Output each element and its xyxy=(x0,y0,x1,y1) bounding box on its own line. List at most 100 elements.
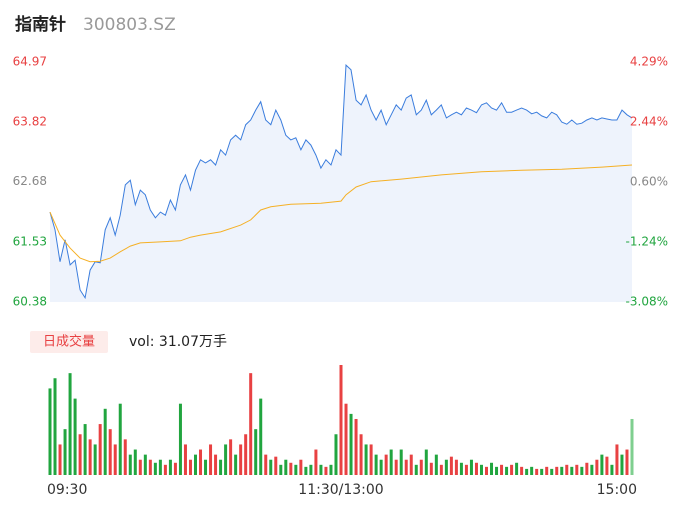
volume-bar xyxy=(615,444,619,475)
volume-bar xyxy=(550,468,554,475)
volume-bar xyxy=(439,464,443,475)
volume-bar xyxy=(625,449,629,475)
volume-bar xyxy=(520,466,524,475)
volume-bar xyxy=(329,464,333,475)
volume-bar xyxy=(384,454,388,475)
volume-bar xyxy=(389,449,393,475)
volume-bar xyxy=(63,429,67,475)
volume-bar xyxy=(209,444,213,475)
volume-bar xyxy=(103,408,107,475)
volume-bar xyxy=(168,459,172,475)
volume-bar xyxy=(269,459,273,475)
volume-bar xyxy=(183,444,187,475)
volume-bar xyxy=(364,444,368,475)
y2-tick-label: 0.60% xyxy=(630,175,668,189)
volume-bar xyxy=(123,439,127,475)
y2-tick-label: 2.44% xyxy=(630,115,668,129)
volume-bar xyxy=(289,462,293,475)
volume-bar xyxy=(379,459,383,475)
volume-bar xyxy=(204,459,208,475)
volume-bar xyxy=(334,434,338,475)
volume-bar xyxy=(605,456,609,475)
volume-bar xyxy=(339,365,343,475)
volume-bar xyxy=(309,464,313,475)
volume-bar xyxy=(354,418,358,475)
y-tick-label: 64.97 xyxy=(13,55,47,69)
volume-bar xyxy=(279,464,283,475)
volume-bar xyxy=(419,459,423,475)
volume-bar xyxy=(630,418,634,475)
volume-bar xyxy=(58,444,62,475)
volume-bar xyxy=(148,459,152,475)
volume-bar xyxy=(565,464,569,475)
y-tick-label: 63.82 xyxy=(13,115,47,129)
volume-bar xyxy=(535,468,539,475)
volume-bar xyxy=(83,424,87,475)
volume-bar xyxy=(485,466,488,475)
volume-bar xyxy=(93,444,97,475)
volume-bar xyxy=(560,466,564,475)
volume-bar xyxy=(88,439,92,475)
stock-code: 300803.SZ xyxy=(83,15,176,35)
volume-bar xyxy=(540,468,544,475)
volume-bar xyxy=(224,444,228,475)
volume-bar xyxy=(319,464,323,475)
volume-bar xyxy=(555,466,559,475)
volume-bar xyxy=(254,429,258,475)
volume-bar xyxy=(234,454,238,475)
volume-bar xyxy=(610,464,614,475)
volume-bar xyxy=(344,403,348,475)
volume-bar xyxy=(590,464,594,475)
volume-bar xyxy=(454,459,458,475)
volume-bar xyxy=(394,459,398,475)
volume-bar xyxy=(600,454,604,475)
volume-bar xyxy=(304,466,308,475)
volume-bar xyxy=(113,444,117,475)
volume-bar xyxy=(239,444,243,475)
volume-bar xyxy=(138,459,142,475)
volume-bar xyxy=(294,464,298,475)
volume-bar xyxy=(399,449,403,475)
y-tick-label: 60.38 xyxy=(13,295,47,309)
volume-bar xyxy=(434,454,438,475)
volume-bar xyxy=(490,462,494,475)
volume-bar xyxy=(53,378,57,475)
y-tick-label: 61.53 xyxy=(13,234,47,248)
volume-bar xyxy=(530,466,534,475)
x-tick-label: 09:30 xyxy=(47,482,87,498)
volume-bar xyxy=(525,468,529,475)
volume-bar xyxy=(545,466,549,475)
volume-bar xyxy=(73,398,77,475)
y2-tick-label: 4.29% xyxy=(630,55,668,69)
volume-bar xyxy=(259,398,263,475)
price-line xyxy=(49,64,633,300)
stock-name: 指南针 xyxy=(15,14,66,35)
volume-bar xyxy=(464,464,468,475)
volume-bar xyxy=(188,459,192,475)
volume-bar xyxy=(143,454,147,475)
volume-bar xyxy=(133,449,137,475)
volume-bar xyxy=(429,462,433,475)
volume-bar xyxy=(585,462,589,475)
volume-bar xyxy=(78,434,82,475)
y-tick-label: 62.68 xyxy=(13,174,47,188)
volume-bar xyxy=(459,462,463,475)
volume-bar xyxy=(158,459,162,475)
volume-bar xyxy=(575,464,579,475)
volume-bar xyxy=(620,454,624,475)
volume-bar xyxy=(194,454,197,475)
volume-bar xyxy=(409,454,413,475)
volume-bar xyxy=(48,388,52,475)
volume-bar xyxy=(495,466,499,475)
volume-bar xyxy=(199,449,203,475)
volume-bar xyxy=(369,444,373,475)
volume-bar xyxy=(469,459,473,475)
volume-bar xyxy=(98,424,102,475)
volume-bar xyxy=(505,466,509,475)
average-line xyxy=(49,164,633,263)
volume-bar xyxy=(414,464,418,475)
price-area xyxy=(50,65,632,302)
volume-bar xyxy=(173,462,177,475)
volume-bar xyxy=(580,466,584,475)
